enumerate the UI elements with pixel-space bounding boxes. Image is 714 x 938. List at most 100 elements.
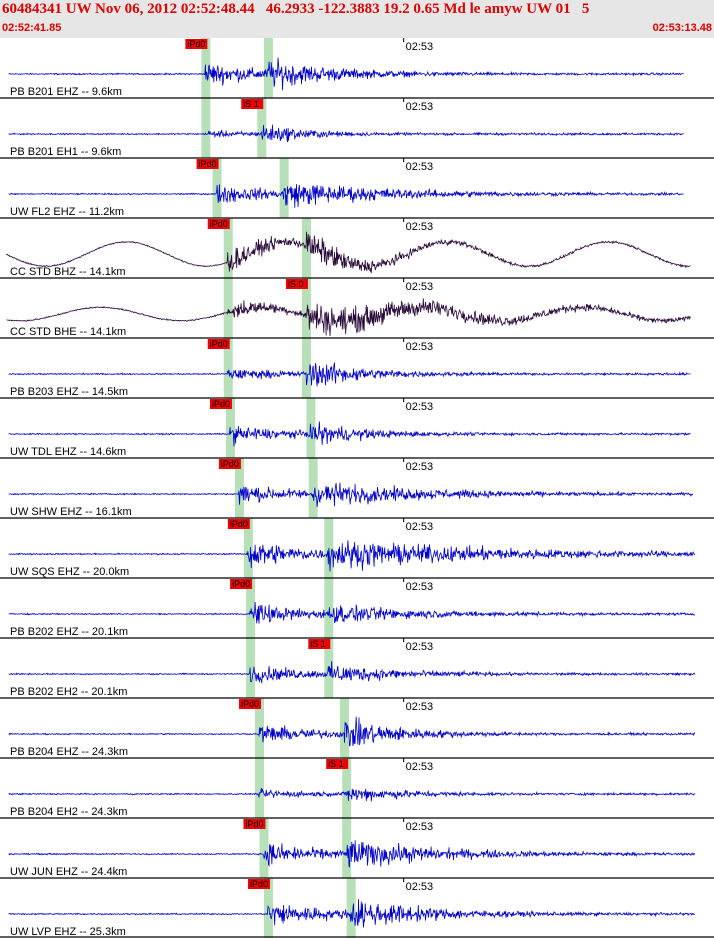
station-label: PB B202 EHZ -- 20.1km bbox=[10, 626, 128, 638]
time-tick-label: 02:53 bbox=[406, 221, 434, 233]
trace-row: 02:53 iS 1 PB B202 EH2 -- 20.1km bbox=[0, 637, 714, 698]
pick-box bbox=[247, 879, 270, 889]
station-label: UW TDL EHZ -- 14.6km bbox=[10, 446, 126, 458]
pick-label: iPd0 bbox=[230, 519, 248, 529]
time-tick-label: 02:53 bbox=[406, 821, 434, 833]
p-pick-band bbox=[246, 638, 256, 698]
window-end-time: 02:53:13.48 bbox=[652, 22, 712, 34]
time-tick-label: 02:53 bbox=[406, 341, 434, 353]
station-label: UW JUN EHZ -- 24.4km bbox=[10, 866, 127, 878]
window-start-time: 02:52:41.85 bbox=[2, 22, 62, 34]
pick-label: iPd0 bbox=[199, 159, 217, 169]
trace-row: 02:53 iPd0 UW SHW EHZ -- 16.1km bbox=[0, 457, 714, 518]
p-pick-band bbox=[225, 398, 235, 458]
time-tick-label: 02:53 bbox=[406, 701, 434, 713]
p-pick-band bbox=[223, 218, 233, 278]
pick-box bbox=[239, 699, 262, 709]
time-tick-label: 02:53 bbox=[406, 461, 434, 473]
pick-box bbox=[230, 579, 253, 589]
pick-box bbox=[218, 459, 241, 469]
time-tick-label: 02:53 bbox=[406, 521, 434, 533]
time-tick-label: 02:53 bbox=[406, 401, 434, 413]
pick-box bbox=[185, 39, 208, 49]
trace-row: 02:53 iS 1 PB B204 EH2 -- 24.3km bbox=[0, 757, 714, 818]
p-pick-band bbox=[263, 878, 273, 938]
time-tick-label: 02:53 bbox=[406, 41, 434, 53]
pick-box bbox=[308, 639, 331, 649]
event-title: 60484341 UW Nov 06, 2012 02:52:48.44 46.… bbox=[2, 1, 590, 17]
s-pick-band bbox=[339, 698, 349, 758]
waveform-trace bbox=[8, 362, 691, 387]
pick-box bbox=[196, 159, 219, 169]
pick-label: iPd0 bbox=[241, 699, 259, 709]
s-pick-band bbox=[342, 818, 352, 878]
p-pick-band bbox=[223, 338, 233, 398]
pick-box bbox=[227, 519, 250, 529]
pick-label: iS 1 bbox=[328, 759, 344, 769]
trace-row: 02:53 iS 1 PB B201 EH1 -- 9.6km bbox=[0, 97, 714, 158]
waveform-trace bbox=[8, 421, 691, 447]
s-pick-band bbox=[257, 98, 267, 158]
pick-box bbox=[326, 759, 349, 769]
trace-row: 02:53 iPd0 PB B201 EHZ -- 9.6km bbox=[8, 38, 684, 98]
p-pick-band bbox=[243, 518, 253, 578]
waveform-trace bbox=[8, 482, 693, 508]
pick-label: iPd0 bbox=[212, 399, 230, 409]
pick-label: iPd0 bbox=[210, 339, 228, 349]
pick-label: iPd0 bbox=[232, 579, 250, 589]
waveform-trace bbox=[8, 57, 684, 91]
s-pick-band bbox=[346, 878, 356, 938]
time-tick-label: 02:53 bbox=[406, 641, 434, 653]
station-label: UW LVP EHZ -- 25.3km bbox=[10, 926, 126, 938]
trace-row: 02:53 iPd0 PB B203 EHZ -- 14.5km bbox=[0, 337, 714, 398]
waveform-trace bbox=[8, 184, 684, 208]
trace-row: 02:53 iPd0 UW JUN EHZ -- 24.4km bbox=[0, 817, 714, 878]
trace-row: 02:53 iPd0 UW SQS EHZ -- 20.0km bbox=[0, 517, 714, 578]
trace-row: 02:53 iS 0 CC STD BHE -- 14.1km bbox=[0, 277, 714, 338]
pick-label: iS 1 bbox=[243, 99, 259, 109]
waveform-trace bbox=[8, 601, 696, 624]
waveform-trace bbox=[6, 298, 691, 337]
pick-box bbox=[243, 819, 266, 829]
time-tick-label: 02:53 bbox=[406, 161, 434, 173]
waveform-trace bbox=[8, 788, 696, 802]
trace-row: 02:53 iPd0 CC STD BHZ -- 14.1km bbox=[0, 217, 714, 278]
time-tick-label: 02:53 bbox=[406, 281, 434, 293]
pick-label: iS 1 bbox=[310, 639, 326, 649]
pick-box bbox=[209, 399, 232, 409]
s-pick-band bbox=[308, 458, 318, 518]
waveform-trace bbox=[8, 716, 696, 747]
pick-box bbox=[207, 339, 230, 349]
pick-label: iPd0 bbox=[187, 39, 205, 49]
pick-label: iPd0 bbox=[221, 459, 239, 469]
waveform-trace bbox=[6, 231, 691, 274]
waveform-trace bbox=[8, 660, 696, 684]
trace-row: 02:53 iPd0 UW FL2 EHZ -- 11.2km bbox=[0, 157, 714, 218]
time-tick-label: 02:53 bbox=[406, 101, 434, 113]
pick-box bbox=[207, 219, 230, 229]
trace-row: 02:53 iPd0 PB B202 EHZ -- 20.1km bbox=[0, 577, 714, 638]
s-pick-band bbox=[301, 338, 311, 398]
waveform-trace bbox=[8, 840, 696, 868]
station-label: PB B203 EHZ -- 14.5km bbox=[10, 386, 128, 398]
p-pick-band bbox=[234, 458, 244, 518]
pick-label: iPd0 bbox=[245, 819, 263, 829]
p-pick-band bbox=[201, 98, 211, 158]
s-pick-band bbox=[279, 158, 289, 218]
station-label: CC STD BHZ -- 14.1km bbox=[10, 266, 126, 278]
s-pick-band bbox=[324, 578, 334, 638]
p-pick-band bbox=[223, 278, 233, 338]
s-pick-band bbox=[342, 758, 352, 818]
time-tick-label: 02:53 bbox=[406, 581, 434, 593]
station-label: CC STD BHE -- 14.1km bbox=[10, 326, 126, 338]
time-tick-label: 02:53 bbox=[406, 881, 434, 893]
event-header: 60484341 UW Nov 06, 2012 02:52:48.44 46.… bbox=[0, 0, 714, 38]
station-label: PB B204 EH2 -- 24.3km bbox=[10, 806, 127, 818]
station-label: PB B201 EH1 -- 9.6km bbox=[10, 146, 121, 158]
waveform-trace bbox=[8, 898, 696, 928]
waveform-trace bbox=[8, 124, 684, 143]
trace-row: 02:53 iPd0 UW LVP EHZ -- 25.3km bbox=[0, 877, 714, 938]
time-tick-label: 02:53 bbox=[406, 761, 434, 773]
station-label: PB B201 EHZ -- 9.6km bbox=[10, 86, 122, 98]
seismogram-plot: 02:53 iPd0 PB B201 EHZ -- 9.6km 02:53 iS 1 PB… bbox=[0, 38, 714, 938]
